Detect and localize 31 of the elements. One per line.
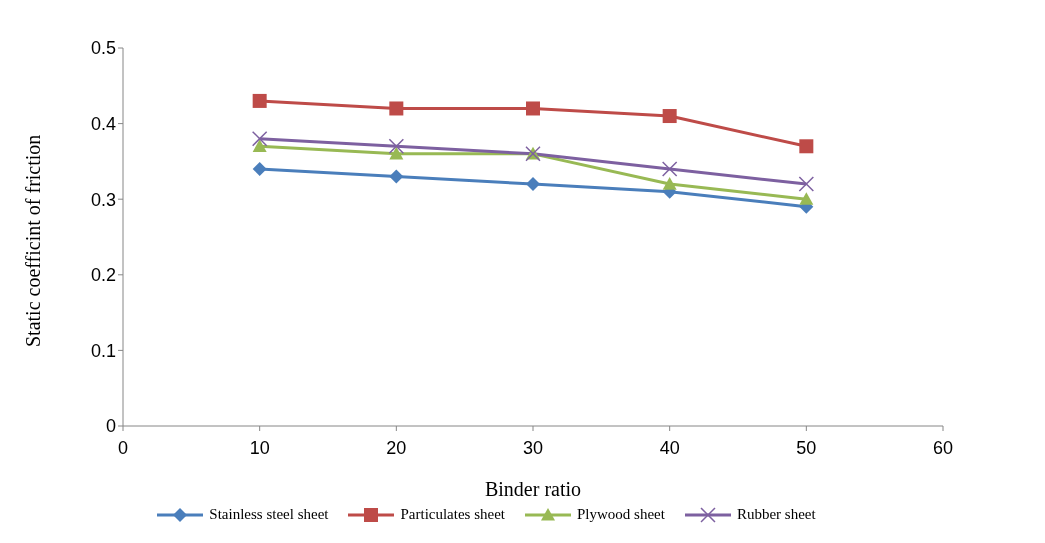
point xyxy=(662,109,677,124)
point xyxy=(389,169,404,184)
point xyxy=(526,177,540,192)
y-axis-title: Static coefficint of friction xyxy=(22,134,45,347)
legend-label: Plywood sheet xyxy=(576,506,665,523)
x-tick-label: 20 xyxy=(386,437,407,458)
legend-label: Particulates sheet xyxy=(399,506,506,523)
point xyxy=(252,161,267,176)
y-tick-label: 0.3 xyxy=(90,189,116,210)
legend-label: Rubber sheet xyxy=(735,506,816,523)
x-axis-title: Binder ratio xyxy=(484,478,582,500)
y-tick-label: 0.1 xyxy=(90,340,116,361)
x-tick-label: 40 xyxy=(659,437,680,458)
point xyxy=(526,101,540,116)
x-tick-label: 30 xyxy=(522,437,544,458)
point xyxy=(799,192,814,205)
y-tick-label: 0.2 xyxy=(90,265,116,286)
point xyxy=(252,93,267,108)
y-tick-label: 0.5 xyxy=(90,38,116,59)
point xyxy=(252,139,267,152)
legend-label: Stainless steel sheet xyxy=(208,506,329,523)
x-tick-label: 60 xyxy=(932,437,954,458)
point xyxy=(389,146,404,160)
point xyxy=(799,139,814,154)
point xyxy=(662,177,677,190)
x-tick-label: 0 xyxy=(117,437,129,458)
y-tick-label: 0.4 xyxy=(90,113,116,134)
x-tick-label: 10 xyxy=(249,437,270,458)
point xyxy=(389,101,404,116)
y-tick-label: 0 xyxy=(105,416,116,437)
x-tick-label: 50 xyxy=(796,437,817,458)
